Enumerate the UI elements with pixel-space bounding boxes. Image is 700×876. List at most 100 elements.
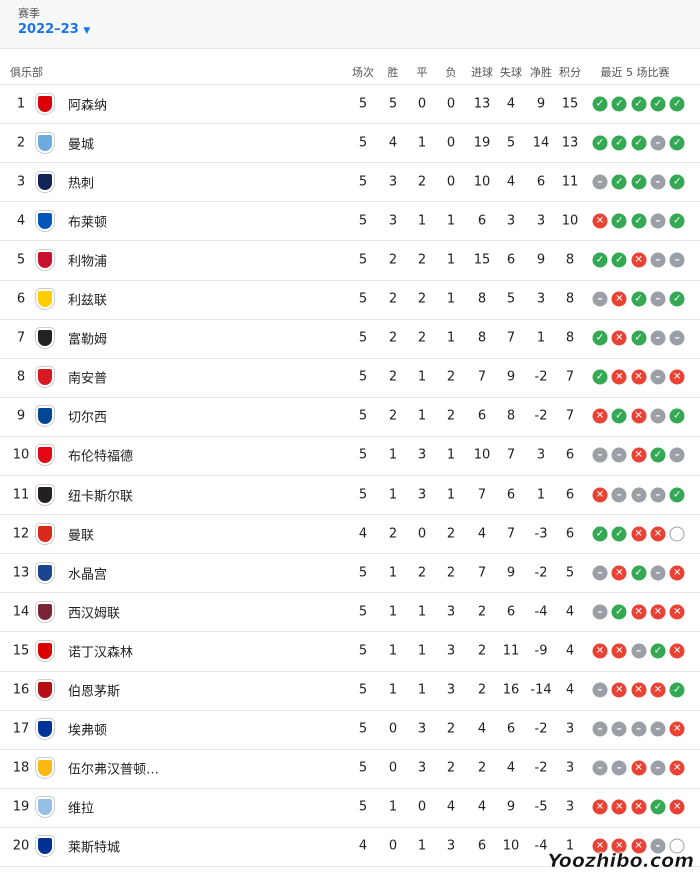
stat-gf: 19 xyxy=(473,135,491,151)
row-separator xyxy=(0,84,700,85)
dropdown-arrow[interactable]: ▼ xyxy=(83,26,91,36)
stat-pts: 1 xyxy=(565,838,575,854)
stat-lost: 2 xyxy=(446,760,456,776)
stat-lost: 1 xyxy=(446,213,456,229)
row-separator xyxy=(0,475,700,476)
stat-played: 5 xyxy=(358,330,368,346)
stat-gd: 1 xyxy=(536,330,546,346)
form-D: – xyxy=(611,487,627,503)
stat-gf: 8 xyxy=(477,291,487,307)
form-L: ✕ xyxy=(631,369,647,385)
stat-ga: 11 xyxy=(502,643,520,659)
stat-pts: 4 xyxy=(565,604,575,620)
stat-ga: 6 xyxy=(506,604,516,620)
form-L: ✕ xyxy=(669,604,685,620)
club-crest xyxy=(36,836,54,857)
form-L: ✕ xyxy=(611,838,627,854)
stat-won: 1 xyxy=(388,799,398,815)
club-crest xyxy=(36,249,54,270)
stat-pts: 10 xyxy=(561,213,579,229)
stat-gd: -4 xyxy=(534,604,548,620)
stat-drawn: 3 xyxy=(417,760,427,776)
stat-lost: 2 xyxy=(446,565,456,581)
stat-ga: 16 xyxy=(502,682,520,698)
stat-won: 1 xyxy=(388,447,398,463)
form-W: ✓ xyxy=(611,252,627,268)
stat-pts: 6 xyxy=(565,487,575,503)
column-header: 积分 xyxy=(559,66,581,79)
stat-won: 0 xyxy=(388,721,398,737)
stat-drawn: 2 xyxy=(417,291,427,307)
rank: 14 xyxy=(12,604,30,620)
stat-gf: 4 xyxy=(477,526,487,542)
form-L: ✕ xyxy=(669,721,685,737)
stat-ga: 7 xyxy=(506,526,516,542)
club-crest xyxy=(36,601,54,622)
stat-drawn: 2 xyxy=(417,330,427,346)
stat-pts: 3 xyxy=(565,799,575,815)
form-W: ✓ xyxy=(611,174,627,190)
row-separator xyxy=(0,553,700,555)
stat-drawn: 1 xyxy=(417,838,427,854)
stat-ga: 9 xyxy=(506,369,516,385)
row-separator xyxy=(0,592,700,594)
row-separator xyxy=(0,357,700,359)
row-separator xyxy=(0,123,700,125)
stat-gd: -4 xyxy=(534,838,548,854)
season-value[interactable]: 2022–23 xyxy=(18,22,79,37)
stat-gf: 6 xyxy=(477,838,487,854)
rank: 11 xyxy=(12,487,30,503)
stat-gf: 4 xyxy=(477,799,487,815)
stat-played: 5 xyxy=(358,369,368,385)
stat-gd: 6 xyxy=(536,174,546,190)
club-name: 莱斯特城 xyxy=(68,840,121,856)
stat-gd: 3 xyxy=(536,291,546,307)
stat-gd: -3 xyxy=(534,526,548,542)
stat-drawn: 2 xyxy=(417,174,427,190)
form-D: – xyxy=(611,447,627,463)
column-header: 净胜 xyxy=(530,66,552,79)
form-L: ✕ xyxy=(669,643,685,659)
column-header: 俱乐部 xyxy=(10,66,43,79)
season-select[interactable]: 2022–23 ▼ xyxy=(18,22,90,37)
row-separator xyxy=(0,162,700,164)
stat-played: 5 xyxy=(358,604,368,620)
stat-played: 5 xyxy=(358,487,368,503)
stat-drawn: 1 xyxy=(417,604,427,620)
stat-drawn: 0 xyxy=(417,526,427,542)
stat-pts: 8 xyxy=(565,330,575,346)
form-D: – xyxy=(592,721,608,737)
stat-won: 2 xyxy=(388,408,398,424)
club-name: 热刺 xyxy=(68,176,95,192)
form-D: – xyxy=(650,330,666,346)
rank: 4 xyxy=(16,213,26,229)
stat-lost: 3 xyxy=(446,643,456,659)
stat-ga: 10 xyxy=(502,838,520,854)
form-D: – xyxy=(650,408,666,424)
column-header: 负 xyxy=(445,66,457,79)
club-name: 维拉 xyxy=(68,801,95,817)
form-W: ✓ xyxy=(611,408,627,424)
form-W: ✓ xyxy=(611,135,627,151)
form-L: ✕ xyxy=(631,838,647,854)
column-header: 最近 5 场比赛 xyxy=(600,66,670,79)
form-D: – xyxy=(592,565,608,581)
season-label: 赛季 xyxy=(18,7,40,20)
club-crest xyxy=(36,328,54,349)
stat-lost: 1 xyxy=(446,487,456,503)
stat-lost: 2 xyxy=(446,721,456,737)
stat-lost: 3 xyxy=(446,682,456,698)
club-crest xyxy=(36,640,54,661)
stat-drawn: 2 xyxy=(417,252,427,268)
stat-gd: -2 xyxy=(534,369,548,385)
form-L: ✕ xyxy=(611,799,627,815)
form-W: ✓ xyxy=(669,682,685,698)
stat-pts: 5 xyxy=(565,565,575,581)
form-W: ✓ xyxy=(650,447,666,463)
stat-won: 2 xyxy=(388,252,398,268)
stat-won: 1 xyxy=(388,565,398,581)
column-header: 平 xyxy=(416,66,428,79)
row-separator xyxy=(0,826,700,828)
stat-played: 4 xyxy=(358,526,368,542)
